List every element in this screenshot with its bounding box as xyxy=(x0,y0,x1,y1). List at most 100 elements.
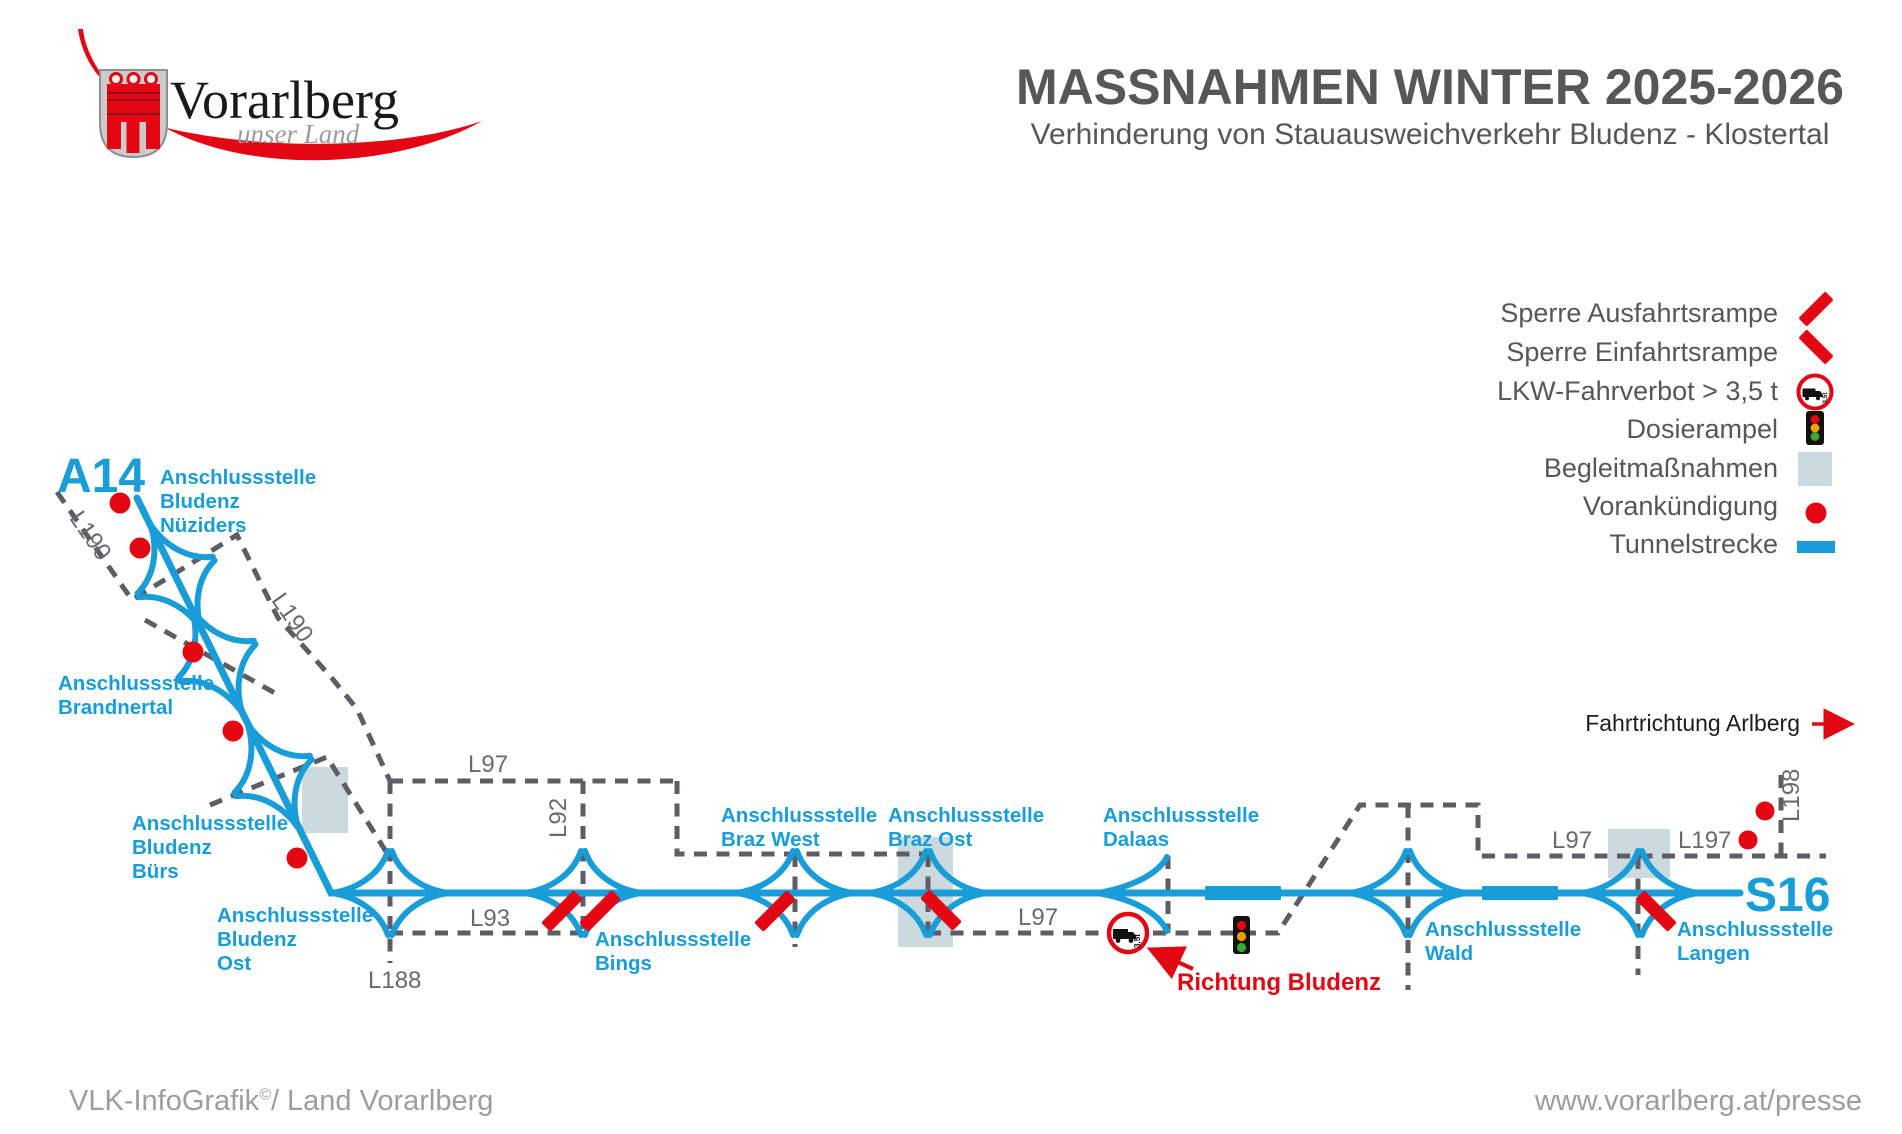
junction-label-line: Anschlussstelle xyxy=(721,804,877,827)
road-label: L197 xyxy=(1678,827,1731,854)
truck-ban-note: Richtung Bludenz xyxy=(1177,969,1381,996)
junction-label-line: Anschlussstelle xyxy=(595,928,751,951)
junction-label-line: Braz Ost xyxy=(888,828,972,851)
road-label: L190 xyxy=(64,506,117,565)
truck-ban-weight-label: 3,5t xyxy=(1822,392,1829,404)
shield-banner xyxy=(107,84,160,122)
junction-label-line: Nüziders xyxy=(160,514,247,537)
ramp-closures-group xyxy=(541,889,1677,932)
legend-label: Tunnelstrecke xyxy=(1609,529,1778,559)
shield-ring-icon xyxy=(126,72,141,86)
truck-wheel-icon xyxy=(1816,396,1820,401)
junction-label-line: Brandnertal xyxy=(58,696,173,719)
tunnel-section-icon xyxy=(1797,541,1835,553)
junction-label-line: Bludenz xyxy=(217,928,297,951)
advance-notice-dot xyxy=(129,537,151,559)
road-label: L190 xyxy=(266,588,319,647)
road-buers-crossing xyxy=(209,753,393,860)
junction-label-line: Dalaas xyxy=(1103,828,1169,851)
advance-notice-icon xyxy=(1805,502,1827,524)
entry-ramp-closure-bar xyxy=(920,889,962,931)
truck-wheel-icon xyxy=(1805,396,1809,401)
signal-amber-light-icon xyxy=(1810,423,1820,433)
advance-notice-dot xyxy=(222,720,244,742)
junction-label-line: Anschlussstelle xyxy=(160,466,316,489)
legend-label: Vorankündigung xyxy=(1583,491,1778,521)
truck-ban-sign: 3,5t xyxy=(1106,911,1150,955)
junction-label-line: Bürs xyxy=(132,860,179,883)
footer-bar: VLK-InfoGrafik©/ Land Vorarlberg www.vor… xyxy=(0,1070,1902,1134)
interchanges-group xyxy=(113,506,1698,935)
truck-wheel-icon xyxy=(1128,938,1134,943)
advance-notice-dot xyxy=(286,847,308,869)
road-label: L198 xyxy=(1778,769,1805,822)
junction-label-line: Anschlussstelle xyxy=(1425,918,1581,941)
page-subtitle: Verhinderung von Stauausweichverkehr Blu… xyxy=(1030,118,1830,151)
junction-label-line: Bludenz xyxy=(160,490,240,513)
title-block: MASSNAHMEN WINTER 2025-2026 Verhinderung… xyxy=(1000,62,1860,151)
junction-label-line: Bings xyxy=(595,952,652,975)
advance-notice-dot xyxy=(182,641,204,663)
legend-label: Sperre Ausfahrtsrampe xyxy=(1500,298,1778,328)
junction-label-line: Langen xyxy=(1677,942,1750,965)
truck-icon xyxy=(1113,929,1136,939)
junction-label-line: Anschlussstelle xyxy=(217,904,373,927)
map-labels-group: A14 S16 Anschlussstelle Bludenz Nüziders… xyxy=(57,450,1833,975)
junction-label-line: Braz West xyxy=(721,828,820,851)
accompanying-measures-icon xyxy=(1798,452,1832,486)
junction-label-line: Anschlussstelle xyxy=(58,672,214,695)
entry-ramp-closure-bar xyxy=(1635,890,1677,932)
metering-signal-icon xyxy=(1806,411,1824,445)
junction-label-line: Ost xyxy=(217,952,251,975)
shield-tail xyxy=(126,122,140,153)
entry-ramp-closure-icon xyxy=(1799,330,1833,364)
road-label: L97 xyxy=(1018,904,1058,931)
legend-label: Sperre Einfahrtsrampe xyxy=(1506,337,1778,367)
direction-note: Fahrtrichtung Arlberg xyxy=(1585,710,1800,736)
shield-ring-icon xyxy=(109,72,123,86)
road-label: L97 xyxy=(468,751,508,778)
footer-credit-suffix: / Land Vorarlberg xyxy=(270,1085,494,1117)
accompanying-measures-area-buers xyxy=(302,767,348,833)
legend: Sperre Ausfahrtsrampe Sperre Einfahrtsra… xyxy=(1497,292,1835,559)
exit-ramp-closure-bar xyxy=(754,890,796,932)
tunnel-section-bar xyxy=(1205,886,1281,900)
truck-note-arrow xyxy=(1146,946,1194,980)
junction-label-line: Anschlussstelle xyxy=(1103,804,1259,827)
logo-tagline: unser Land xyxy=(237,119,360,149)
legend-label: Dosierampel xyxy=(1626,414,1778,444)
road-label: L93 xyxy=(470,905,510,932)
shield-tail xyxy=(107,122,121,149)
secondary-roads-group xyxy=(54,490,1826,990)
legend-labels: Sperre Ausfahrtsrampe Sperre Einfahrtsra… xyxy=(1497,298,1778,559)
junction-label-line: Anschlussstelle xyxy=(1677,918,1833,941)
road-l97-north-jog xyxy=(674,781,928,857)
footer-website-link[interactable]: www.vorarlberg.at/presse xyxy=(1534,1085,1862,1117)
advance-notice-dot xyxy=(1755,801,1775,821)
advance-notice-group xyxy=(109,492,1775,869)
signal-green-light-icon xyxy=(1810,432,1820,441)
road-label: L92 xyxy=(545,798,572,838)
advance-notice-dot xyxy=(109,492,131,514)
legend-label: Begleitmaßnahmen xyxy=(1544,453,1778,483)
interchange-dalaas xyxy=(1095,854,1170,934)
motorway-label-s16: S16 xyxy=(1745,869,1830,922)
logo-wordmark: Vorarlberg xyxy=(170,70,399,130)
footer-credit-name: VLK-InfoGrafik xyxy=(69,1085,260,1117)
road-label: L188 xyxy=(368,967,421,994)
signal-red-light-icon xyxy=(1236,920,1247,931)
logo-swoosh-upper xyxy=(78,29,120,95)
metering-signal xyxy=(1233,916,1250,954)
footer-credit: VLK-InfoGrafik©/ Land Vorarlberg xyxy=(69,1085,493,1118)
exit-ramp-closure-bar xyxy=(579,890,621,932)
truck-ban-weight-label: 3,5t xyxy=(1133,934,1142,948)
junction-label-line: Anschlussstelle xyxy=(132,812,288,835)
shield-tail xyxy=(146,122,160,149)
road-l97-south xyxy=(928,802,1826,936)
road-l190 xyxy=(54,490,393,783)
signal-green-light-icon xyxy=(1236,942,1247,953)
truck-ban-sign-icon: 3,5t xyxy=(1796,373,1834,411)
junction-label-line: Anschlussstelle xyxy=(888,804,1044,827)
vorarlberg-logo: Vorarlberg unser Land xyxy=(78,29,482,161)
